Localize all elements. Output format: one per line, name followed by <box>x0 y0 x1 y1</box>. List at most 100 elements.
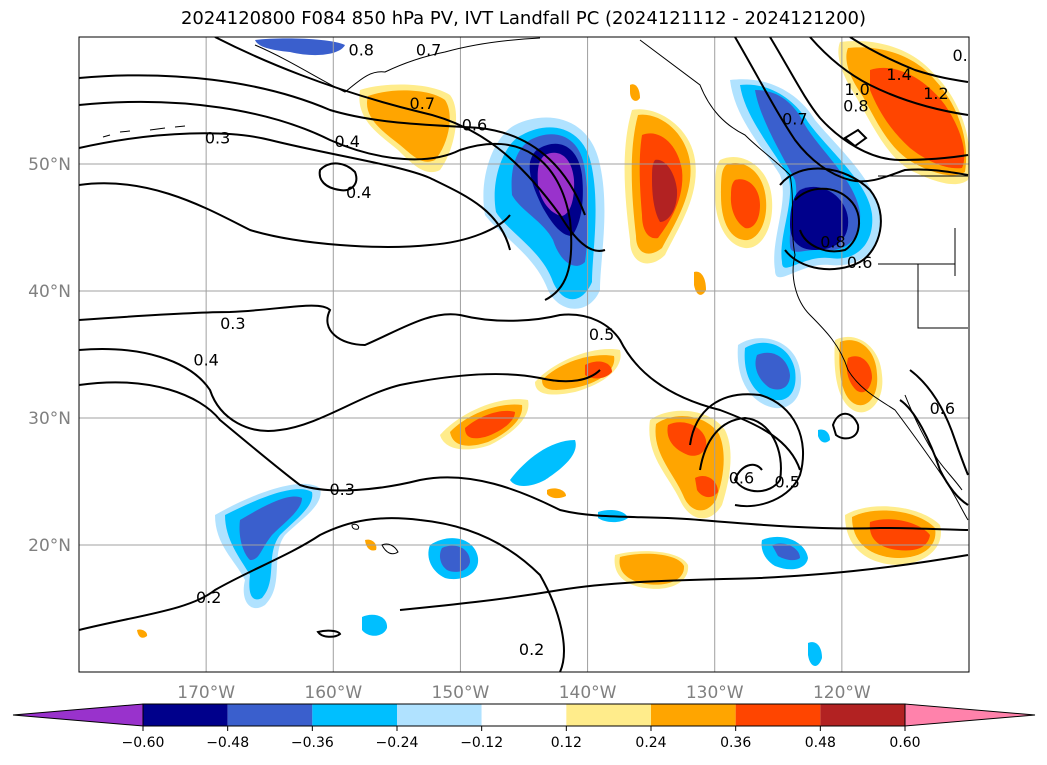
contour-label: 0.3 <box>220 314 245 333</box>
positive-anomaly-center <box>624 109 773 264</box>
contour-label: 0.4 <box>335 132 360 151</box>
contour-label: 0.3 <box>329 480 354 499</box>
colorbar-segment <box>397 704 482 726</box>
contour-canada-1 <box>734 37 969 183</box>
contour-label: 0.6 <box>847 253 872 272</box>
positive-anomaly-subtropical <box>137 84 941 638</box>
lon-tick-label: 150°W <box>432 683 490 703</box>
colorbar-tick-label: 0.36 <box>720 735 751 751</box>
contour-label: 1.2 <box>923 84 948 103</box>
contour-02c <box>79 517 565 672</box>
contour-06-loop <box>699 416 782 493</box>
map-frame <box>78 36 970 673</box>
contour-03 <box>79 182 511 248</box>
contour-label: 0.7 <box>416 41 441 60</box>
contour-labels: 0.8 0.70.70.60.3 0.40.40.30.40.50.30.20.20… <box>193 41 977 659</box>
hawaii-island-2 <box>351 523 359 530</box>
contour-06-loop-b <box>779 167 882 271</box>
colorbar-extend-low <box>12 703 144 727</box>
contour-03b <box>79 381 969 531</box>
contour-label: 0.5 <box>589 325 614 344</box>
contour-04 <box>79 132 511 251</box>
negative-anomaly-subtropical <box>215 38 830 666</box>
colorbar-tick-label: −0.48 <box>206 735 249 751</box>
contour-label: 0.3 <box>205 128 230 147</box>
lon-tick-label: 120°W <box>813 683 871 703</box>
shaded-fields <box>137 38 969 666</box>
contour-label: 0.6 <box>952 46 977 65</box>
contour-05 <box>79 100 573 301</box>
contour-label: 0.8 <box>820 232 845 251</box>
latitude-tick-labels: 50°N 40°N 30°N 20°N <box>28 155 71 556</box>
colorbar-segment <box>651 704 736 726</box>
colorbar-tick-label: −0.60 <box>122 735 165 751</box>
colorbar-tick-label: 0.48 <box>805 735 836 751</box>
contour-tiny-loop <box>316 629 342 638</box>
colorbar-segment <box>143 704 228 726</box>
contour-label: 0.8 <box>349 41 374 60</box>
contour-label: 1.0 <box>844 80 869 99</box>
contour-07 <box>214 37 606 252</box>
alaska-coast <box>254 37 541 93</box>
colorbar: −0.60 −0.48 −0.36 −0.24 −0.12 0.12 0.24 0.36 0.4… <box>12 703 1036 751</box>
positive-anomaly-gulf-alaska <box>359 84 457 173</box>
contour-label: 0.6 <box>729 469 754 488</box>
map-panel: 0.8 0.70.70.60.3 0.40.40.30.40.50.30.20.20… <box>79 37 977 672</box>
contour-label: 0.4 <box>193 351 218 370</box>
contour-label: 0.7 <box>410 94 435 113</box>
na-west-coast <box>639 39 969 521</box>
contour-baja-2 <box>909 369 969 476</box>
contour-05-loop <box>689 393 805 508</box>
colorbar-tick-label: 0.60 <box>889 735 920 751</box>
colorbar-tick-label: −0.24 <box>376 735 419 751</box>
contour-label: 0.5 <box>774 473 799 492</box>
contour-label: 0.6 <box>930 399 955 418</box>
lon-tick-label: 130°W <box>686 683 744 703</box>
colorbar-frame <box>142 703 906 727</box>
lon-tick-label: 140°W <box>559 683 617 703</box>
contour-label: 0.7 <box>782 109 807 128</box>
negative-anomaly-west-coast <box>730 79 881 278</box>
lat-tick-label: 50°N <box>28 155 71 175</box>
contour-label: 0.2 <box>196 588 221 607</box>
contour-canada-3 <box>809 37 969 116</box>
longitude-tick-labels: 170°W 160°W 150°W 140°W 130°W 120°W <box>177 683 871 703</box>
map-title: 2024120800 F084 850 hPa PV, IVT Landfall… <box>180 8 867 29</box>
lon-tick-label: 170°W <box>177 683 235 703</box>
colorbar-segment <box>312 704 397 726</box>
colorbar-segment <box>566 704 651 726</box>
colorbar-tick-label: 0.12 <box>551 735 582 751</box>
colorbar-tick-label: 0.24 <box>635 735 666 751</box>
contour-02 <box>79 304 801 471</box>
lat-tick-label: 30°N <box>28 409 71 429</box>
contour-canada-4 <box>849 37 969 83</box>
contour-lines <box>79 37 969 672</box>
contour-06 <box>79 74 586 216</box>
contour-label: 0.8 <box>843 97 868 116</box>
contour-label: 1.4 <box>886 65 911 84</box>
lat-tick-label: 20°N <box>28 536 71 556</box>
hawaii-island <box>381 543 399 555</box>
contour-04-closed <box>318 162 358 192</box>
state-borders <box>878 175 968 329</box>
colorbar-extend-high <box>904 703 1036 727</box>
colorbar-segment <box>820 704 905 726</box>
contour-02b <box>79 348 601 432</box>
colorbar-segment <box>735 704 821 726</box>
colorbar-tick-label: −0.36 <box>291 735 334 751</box>
lat-tick-label: 40°N <box>28 282 71 302</box>
contour-02d <box>399 554 969 611</box>
contour-08-loop <box>794 187 861 253</box>
colorbar-segment <box>481 704 567 726</box>
colorbar-segment <box>227 704 313 726</box>
contour-label: 0.6 <box>462 116 487 135</box>
lon-tick-label: 160°W <box>304 683 362 703</box>
aleutian-islands <box>102 125 186 138</box>
colorbar-tick-label: −0.12 <box>460 735 503 751</box>
contour-label: 0.4 <box>346 183 371 202</box>
contour-baja-1 <box>899 399 969 506</box>
contour-small-loop <box>831 412 860 440</box>
contour-label: 0.2 <box>519 640 544 659</box>
contour-small-box <box>843 128 868 148</box>
